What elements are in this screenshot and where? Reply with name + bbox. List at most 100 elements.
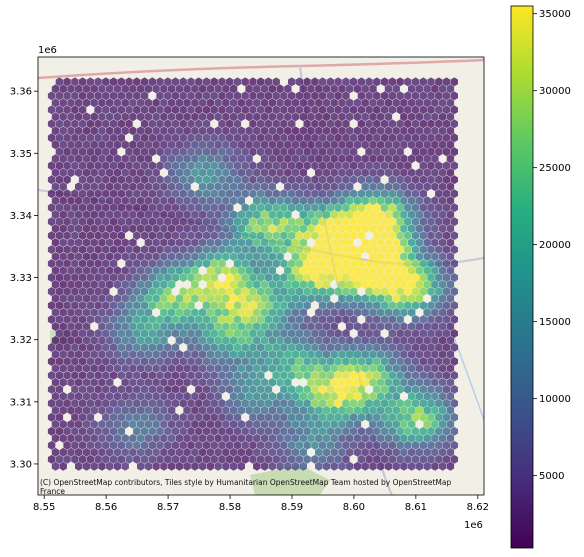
hexbin-cell <box>253 350 261 359</box>
hexbin-cell <box>435 105 443 115</box>
hexbin-cell <box>450 91 458 101</box>
hexbin-cell <box>384 210 393 220</box>
hexbin-cell <box>206 266 214 275</box>
hexbin-cell <box>342 398 350 408</box>
hexbin-cell <box>260 154 269 164</box>
hexbin-cell <box>233 357 242 366</box>
hexbin-cell <box>268 350 276 359</box>
hexbin-cell <box>171 371 180 380</box>
hexbin-cell <box>322 252 331 261</box>
hexbin-cell <box>144 154 153 164</box>
hexbin-cell <box>427 175 435 185</box>
hexbin-cell <box>140 398 149 408</box>
hexbin-cell <box>253 419 261 429</box>
hexbin-cell <box>427 343 435 352</box>
hexbin-cell <box>78 217 87 227</box>
hexbin-cell <box>222 140 230 150</box>
hexbin-cell <box>311 343 319 352</box>
hexbin-cell <box>63 398 71 408</box>
hexbin-cell <box>342 189 350 199</box>
hexbin-cell <box>140 77 149 87</box>
hexbin-cell <box>349 357 358 366</box>
hexbin-cell <box>98 238 106 247</box>
hexbin-cell <box>404 175 412 185</box>
hexbin-cell <box>148 440 156 450</box>
hexbin-cell <box>82 252 91 261</box>
hexbin-cell <box>90 294 98 303</box>
hexbin-cell <box>334 245 342 254</box>
hexbin-cell <box>67 447 75 457</box>
hexbin-cell <box>160 98 168 108</box>
hexbin-cell <box>98 140 106 150</box>
hexbin-cell <box>94 119 102 129</box>
hexbin-cell <box>388 147 396 157</box>
hexbin-cell <box>411 440 420 450</box>
hexbin-cell <box>121 322 129 331</box>
hexbin-cell <box>202 119 211 129</box>
hexbin-cell <box>392 182 400 192</box>
hexbin-cell <box>195 398 203 408</box>
hexbin-cell <box>198 433 207 443</box>
hexbin-cell <box>342 133 350 143</box>
hexbin-cell <box>423 84 431 94</box>
hexbin-cell <box>55 301 64 310</box>
hexbin-cell <box>102 203 110 213</box>
hexbin-cell <box>411 245 420 254</box>
hexbin-cell <box>288 426 296 436</box>
hexbin-cell <box>291 238 300 247</box>
hexbin-cell <box>106 238 114 247</box>
hexbin-cell <box>75 280 83 289</box>
hexbin-cell <box>47 175 56 185</box>
hexbin-cell <box>384 364 393 373</box>
hexbin-cell <box>299 238 307 247</box>
hexbin-cell <box>129 391 137 401</box>
hexbin-cell <box>334 426 342 436</box>
hexbin-cell <box>160 461 168 471</box>
hexbin-cell <box>280 119 288 129</box>
hexbin-cell <box>102 301 110 310</box>
hexbin-cell <box>59 378 67 387</box>
hexbin-cell <box>280 259 288 268</box>
hexbin-cell <box>160 252 168 261</box>
hexbin-cell <box>121 266 129 275</box>
hexbin-cell <box>450 301 458 310</box>
hexbin-cell <box>253 84 261 94</box>
hexbin-cell <box>51 140 60 150</box>
hexbin-cell <box>113 196 122 206</box>
hexbin-cell <box>51 308 60 317</box>
hexbin-cell <box>82 308 91 317</box>
hexbin-cell <box>439 308 447 317</box>
hexbin-cell <box>241 259 249 268</box>
hexbin-cell <box>78 175 87 185</box>
hexbin-cell <box>411 133 420 143</box>
hexbin-cell <box>264 119 273 129</box>
hexbin-cell <box>326 273 335 282</box>
hexbin-cell <box>202 412 211 422</box>
hexbin-cell <box>59 461 67 471</box>
hexbin-cell <box>198 252 207 261</box>
hexbin-cell <box>284 350 292 359</box>
hexbin-cell <box>249 385 257 394</box>
hexbin-cell <box>404 231 412 240</box>
hexbin-cell <box>106 280 114 289</box>
hexbin-cell <box>129 378 137 387</box>
hexbin-cell <box>113 252 122 261</box>
hexbin-cell <box>330 168 338 178</box>
hexbin-cell <box>113 126 122 136</box>
hexbin-cell <box>152 350 160 359</box>
hexbin-cell <box>357 454 365 464</box>
hexbin-cell <box>415 461 424 471</box>
colorbar-tick-label: 5000 <box>539 471 564 482</box>
hexbin-cell <box>257 329 265 338</box>
hexbin-cell <box>98 447 106 457</box>
hexbin-cell <box>284 364 292 373</box>
hexbin-cell <box>237 280 245 289</box>
hexbin-cell <box>400 364 408 373</box>
hexbin-cell <box>303 77 311 87</box>
hexbin-cell <box>276 154 284 164</box>
hexbin-cell <box>191 378 199 387</box>
hexbin-cell <box>75 112 83 122</box>
hexbin-cell <box>377 182 385 192</box>
hexbin-cell <box>322 224 331 234</box>
hexbin-cell <box>264 231 273 240</box>
